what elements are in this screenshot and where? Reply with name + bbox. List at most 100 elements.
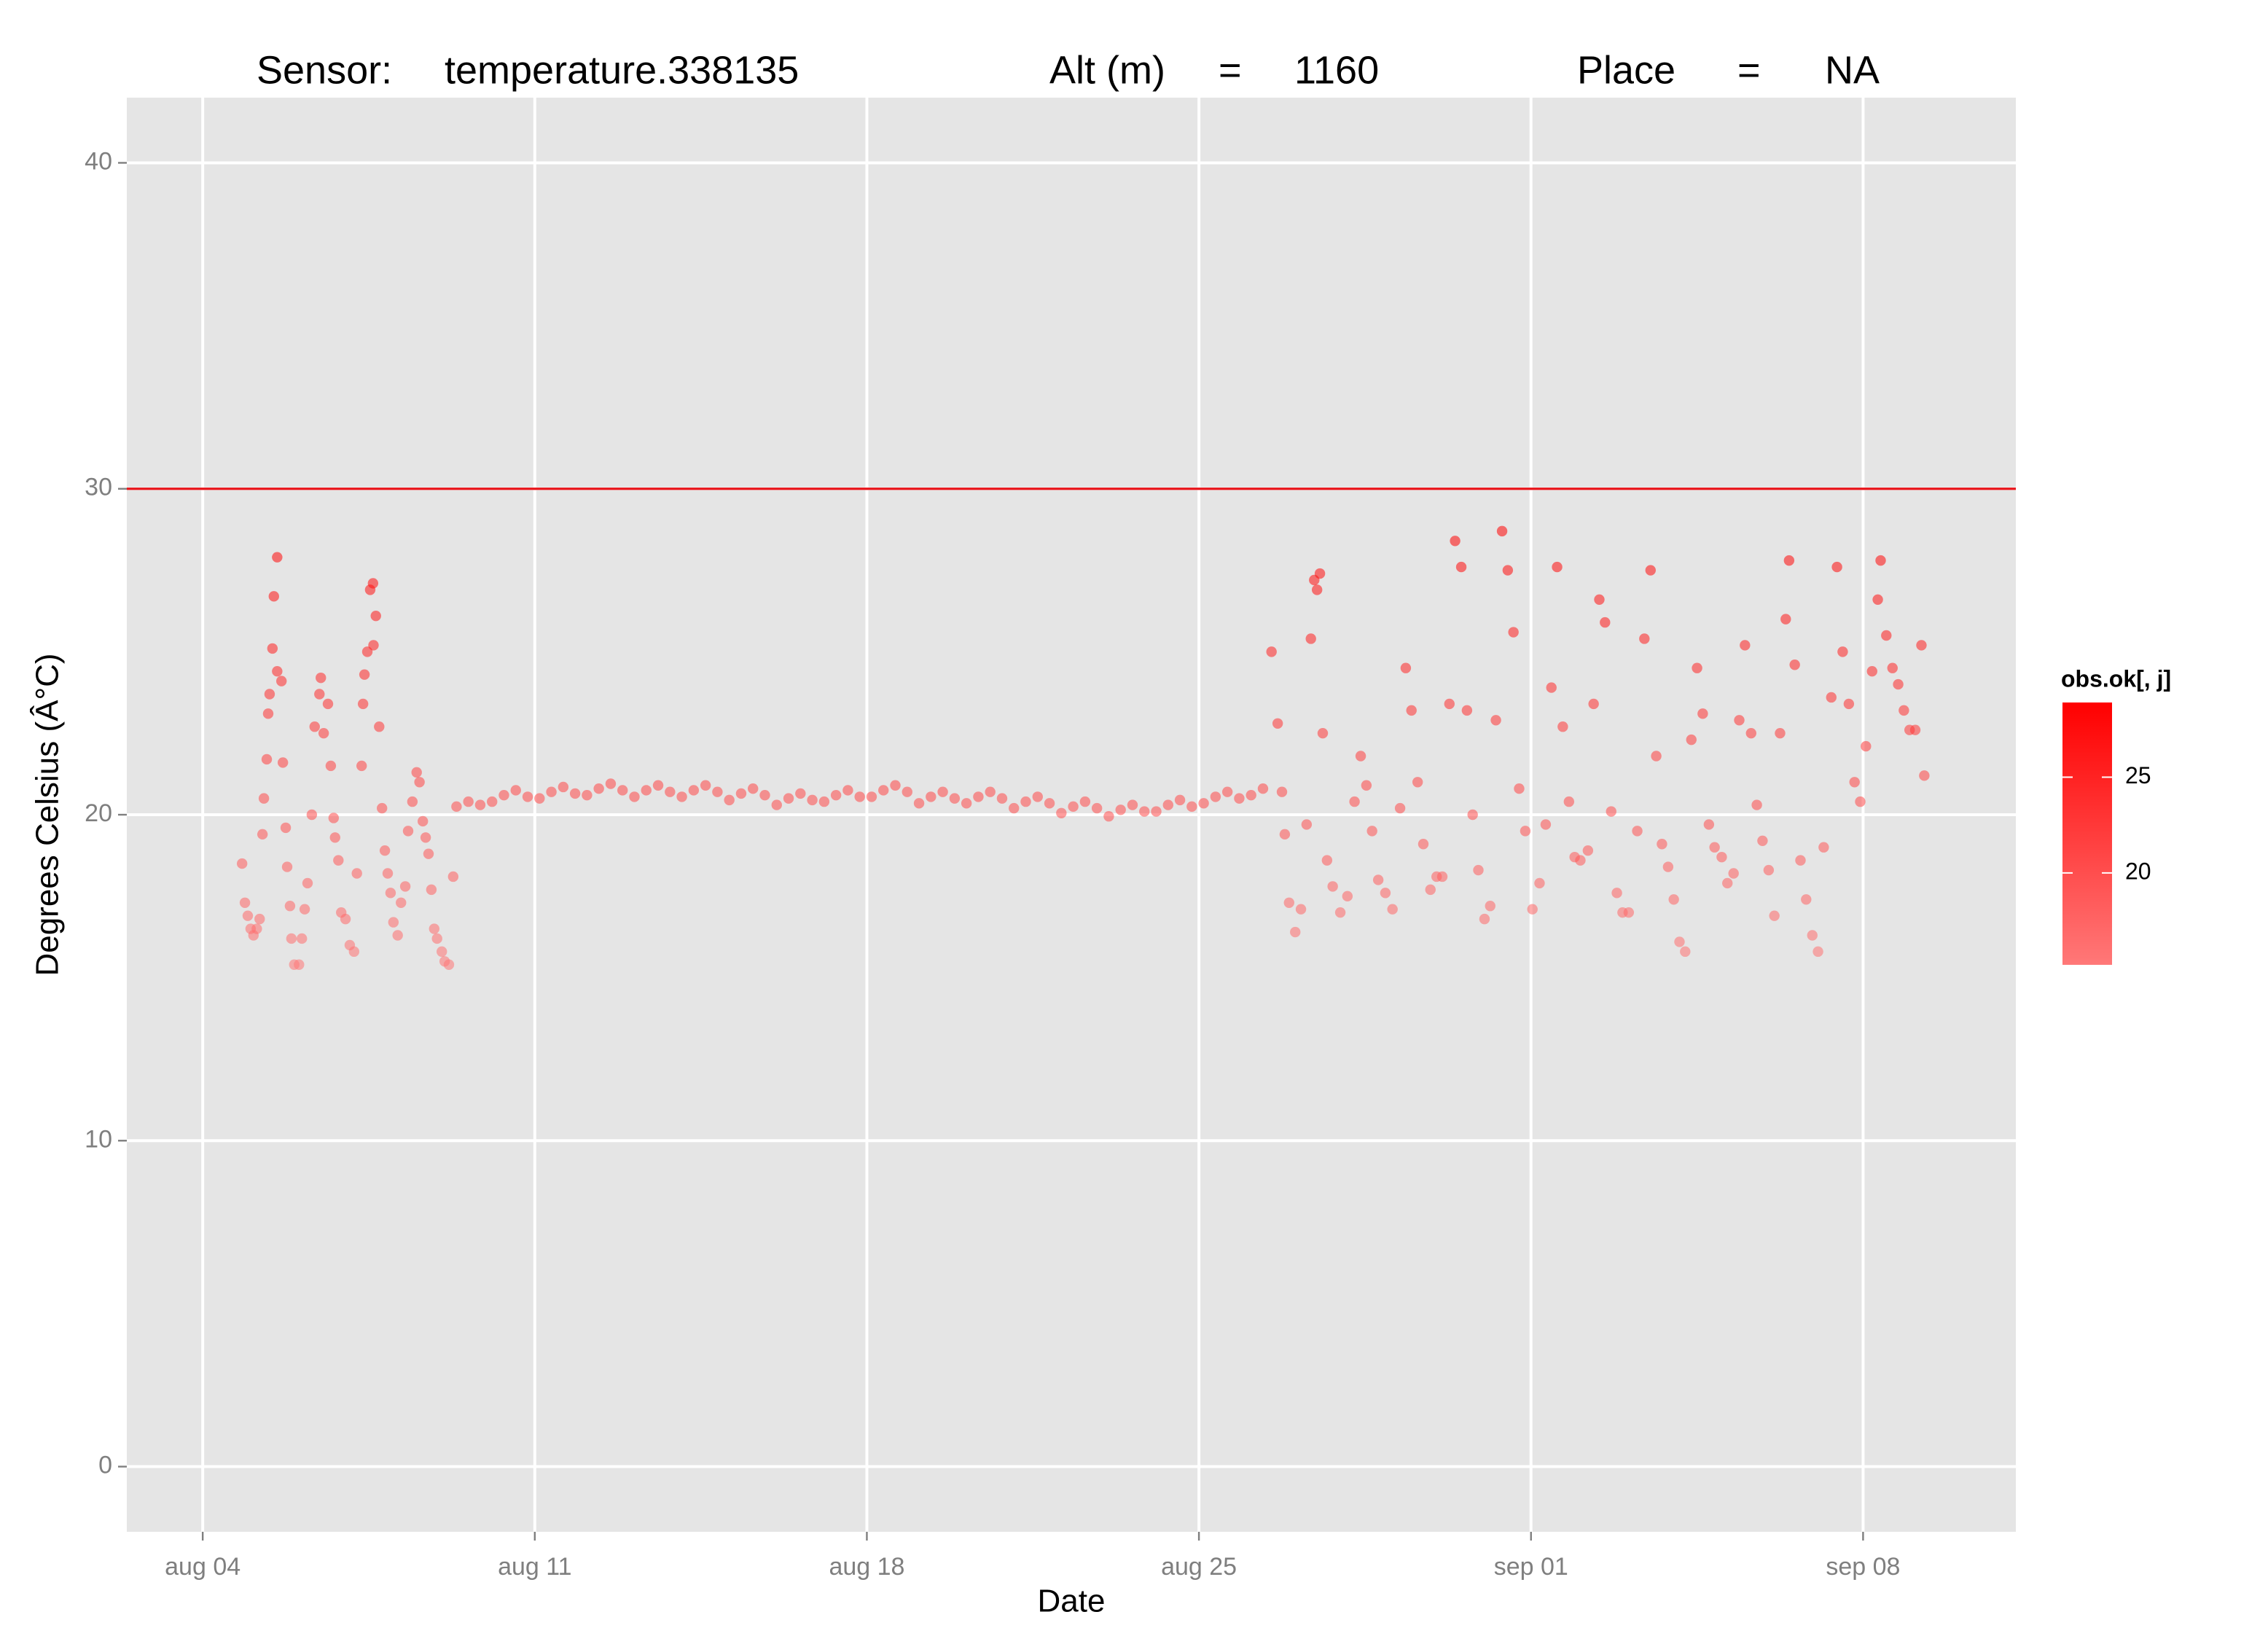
point [1246,789,1256,801]
point [1795,855,1806,866]
point [605,778,617,789]
point [937,786,948,797]
point [617,785,628,796]
point [1919,770,1930,781]
point [1355,751,1366,762]
point [368,640,379,651]
x-axis-title: Date [1038,1584,1106,1619]
point [1611,888,1622,899]
point [333,855,344,866]
point [359,669,370,680]
point [277,757,289,768]
point [1849,777,1860,788]
point [1020,796,1031,807]
point [818,796,830,807]
point [272,552,283,563]
point [1186,801,1197,813]
point [913,798,925,809]
point [1881,630,1892,641]
point [665,786,676,797]
point [1272,718,1283,729]
point [1234,793,1245,804]
point [700,780,711,791]
point [1668,894,1679,905]
point [1540,819,1552,830]
point [1674,936,1685,947]
point [1508,627,1519,638]
point [451,801,462,813]
point [807,794,818,806]
point [902,786,912,797]
point [1314,568,1326,579]
point [1594,594,1605,605]
point [361,646,373,657]
point [1887,662,1898,673]
point [357,698,369,710]
point [1606,806,1616,817]
point [842,785,853,796]
point [1009,802,1020,814]
point [423,848,434,859]
point [356,760,367,772]
point [1757,835,1768,846]
point [306,809,318,821]
point [1728,868,1739,879]
point [582,789,593,801]
point [1412,777,1423,788]
point [830,789,842,801]
point [382,868,394,879]
title-part: = [1737,48,1761,92]
point [1789,660,1800,670]
point [1496,525,1508,537]
point [1490,715,1501,726]
point [890,780,901,791]
point [641,785,652,796]
point [1716,851,1727,863]
point [1372,874,1384,885]
point [1032,791,1043,802]
point [431,933,442,944]
point [748,783,759,794]
point [569,788,581,799]
point [251,923,262,934]
point [370,610,381,622]
point [1740,640,1751,651]
point [1520,826,1531,837]
point [629,791,640,802]
y-tick-label: 20 [85,799,112,827]
y-tick-label: 30 [85,474,112,501]
point [1406,705,1417,716]
point [1162,799,1173,810]
point [1479,913,1490,925]
point [1582,845,1594,856]
x-tick-label: aug 04 [165,1553,241,1581]
point [392,930,403,941]
point [1837,646,1848,657]
point [1467,809,1478,821]
point [996,793,1008,804]
point [1317,727,1329,739]
point [258,793,270,804]
title-part: Place [1577,48,1675,92]
point [443,959,455,970]
point [296,933,308,944]
point [1436,871,1448,882]
point [878,785,889,796]
point [257,829,268,840]
point [1068,801,1079,813]
point [1632,826,1643,837]
point [1909,724,1921,735]
point [286,933,297,944]
point [1775,727,1786,739]
point [1783,555,1795,566]
point [1283,897,1294,908]
point [1425,884,1436,896]
legend-tick-label: 25 [2125,762,2151,788]
point [417,815,429,827]
point [759,789,770,801]
point [1502,565,1514,576]
point [328,813,340,823]
x-tick-label: aug 18 [829,1553,904,1581]
point [1514,783,1525,794]
point [348,946,359,958]
